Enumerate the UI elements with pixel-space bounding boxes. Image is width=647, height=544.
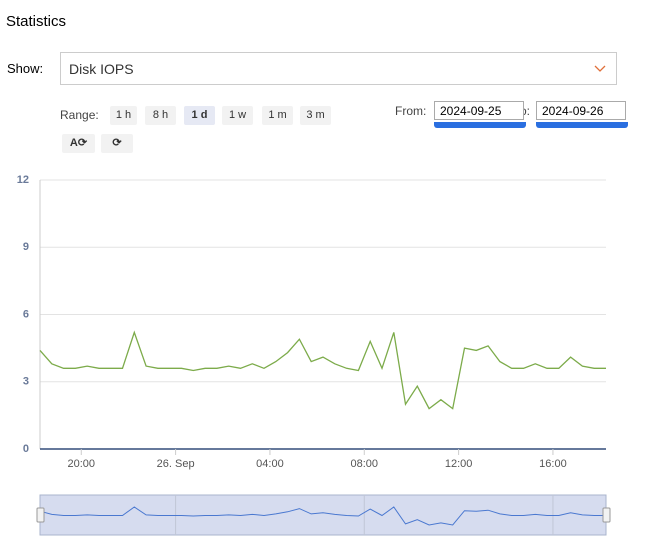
- y-tick-label: 6: [23, 308, 29, 320]
- x-tick-label: 08:00: [351, 458, 379, 470]
- data-line: [39, 330, 606, 410]
- x-tick-label: 20:00: [68, 458, 96, 470]
- to-input[interactable]: 2024-09-26: [536, 101, 626, 120]
- auto-refresh-button[interactable]: A⟳: [62, 134, 95, 153]
- x-tick-label: 04:00: [256, 458, 284, 470]
- range-button[interactable]: 8 h: [145, 106, 176, 125]
- metric-select[interactable]: Disk IOPS: [60, 52, 617, 85]
- refresh-button[interactable]: ⟳: [101, 134, 133, 153]
- navigator-handle[interactable]: [36, 507, 45, 523]
- select-value: Disk IOPS: [69, 61, 134, 77]
- show-label: Show:: [7, 61, 44, 76]
- from-label: From:: [395, 104, 427, 118]
- range-button[interactable]: 1 h: [110, 106, 137, 125]
- dropdown-arrow: [594, 65, 606, 72]
- range-button[interactable]: 1 w: [222, 106, 253, 125]
- range-button[interactable]: 3 m: [300, 106, 331, 125]
- range-button[interactable]: 1 d: [184, 106, 215, 125]
- navigator-handle[interactable]: [602, 507, 611, 523]
- page-title: Statistics: [6, 13, 67, 30]
- range-label: Range:: [60, 108, 99, 122]
- range-button[interactable]: 1 m: [262, 106, 293, 125]
- y-tick-label: 12: [17, 174, 29, 186]
- auto-label: A: [69, 137, 78, 149]
- y-tick-label: 0: [23, 443, 29, 455]
- y-tick-label: 9: [23, 241, 29, 253]
- x-tick-label: 12:00: [445, 458, 473, 470]
- y-tick-label: 3: [23, 376, 29, 388]
- navigator-line: [39, 506, 606, 526]
- x-tick-label: 16:00: [539, 458, 567, 470]
- date-picker-bar: [536, 122, 628, 128]
- date-picker-bar: [434, 122, 526, 128]
- x-tick-label: 26. Sep: [157, 458, 195, 470]
- from-input[interactable]: 2024-09-25: [434, 101, 524, 120]
